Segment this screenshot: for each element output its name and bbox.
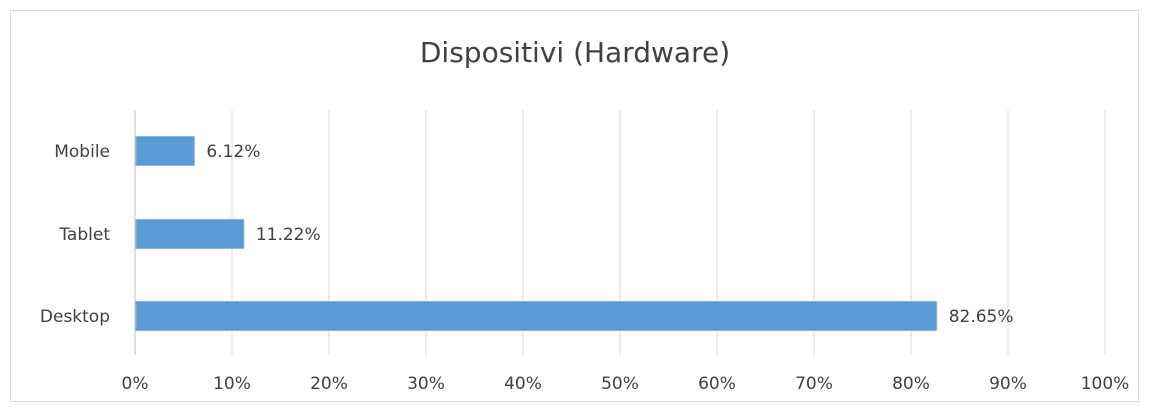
category-label: Mobile	[54, 142, 110, 162]
x-tick-label: 40%	[504, 374, 542, 394]
x-tick-label: 70%	[795, 374, 833, 394]
bars	[135, 136, 938, 331]
x-tick-label: 50%	[601, 374, 639, 394]
x-tick-label: 20%	[310, 374, 348, 394]
category-labels: Mobile Tablet Desktop	[40, 142, 110, 327]
x-tick-label: 10%	[213, 374, 251, 394]
chart-frame	[10, 10, 1139, 402]
data-labels: 6.12% 11.22% 82.65%	[206, 142, 1013, 327]
x-tick-label: 30%	[407, 374, 445, 394]
category-label: Tablet	[58, 225, 110, 245]
bar-tablet	[135, 219, 245, 249]
chart-title: Dispositivi (Hardware)	[419, 36, 731, 69]
bar-mobile	[135, 136, 195, 166]
data-label: 6.12%	[206, 142, 260, 162]
data-label: 82.65%	[949, 307, 1014, 327]
x-tick-label: 90%	[989, 374, 1027, 394]
data-label: 11.22%	[256, 225, 321, 245]
value-axis: 0% 10% 20% 30% 40% 50% 60% 70% 80% 90% 100%	[122, 374, 1130, 394]
category-label: Desktop	[40, 307, 110, 327]
x-tick-label: 0%	[122, 374, 149, 394]
bar-desktop	[135, 301, 938, 331]
x-tick-label: 100%	[1081, 374, 1130, 394]
x-tick-label: 80%	[892, 374, 930, 394]
x-tick-label: 60%	[698, 374, 736, 394]
